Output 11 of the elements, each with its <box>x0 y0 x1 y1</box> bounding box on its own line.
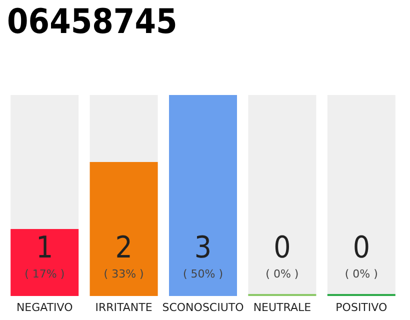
x-tick-label: NEGATIVO <box>16 301 74 314</box>
data-label: 0 ( 0% ) <box>344 230 378 280</box>
x-tick-label: SCONOSCIUTO <box>162 301 244 314</box>
x-tick-label: NEUTRALE <box>253 301 312 314</box>
x-tick-label: IRRITANTE <box>95 301 152 314</box>
data-label: 1 ( 17% ) <box>24 230 65 280</box>
data-label: 0 ( 0% ) <box>266 230 299 280</box>
x-tick-label: POSITIVO <box>336 301 388 314</box>
chart-title: 06458745 <box>7 2 178 42</box>
data-label: 2 ( 33% ) <box>104 230 144 280</box>
data-label: 3 ( 50% ) <box>182 230 224 280</box>
